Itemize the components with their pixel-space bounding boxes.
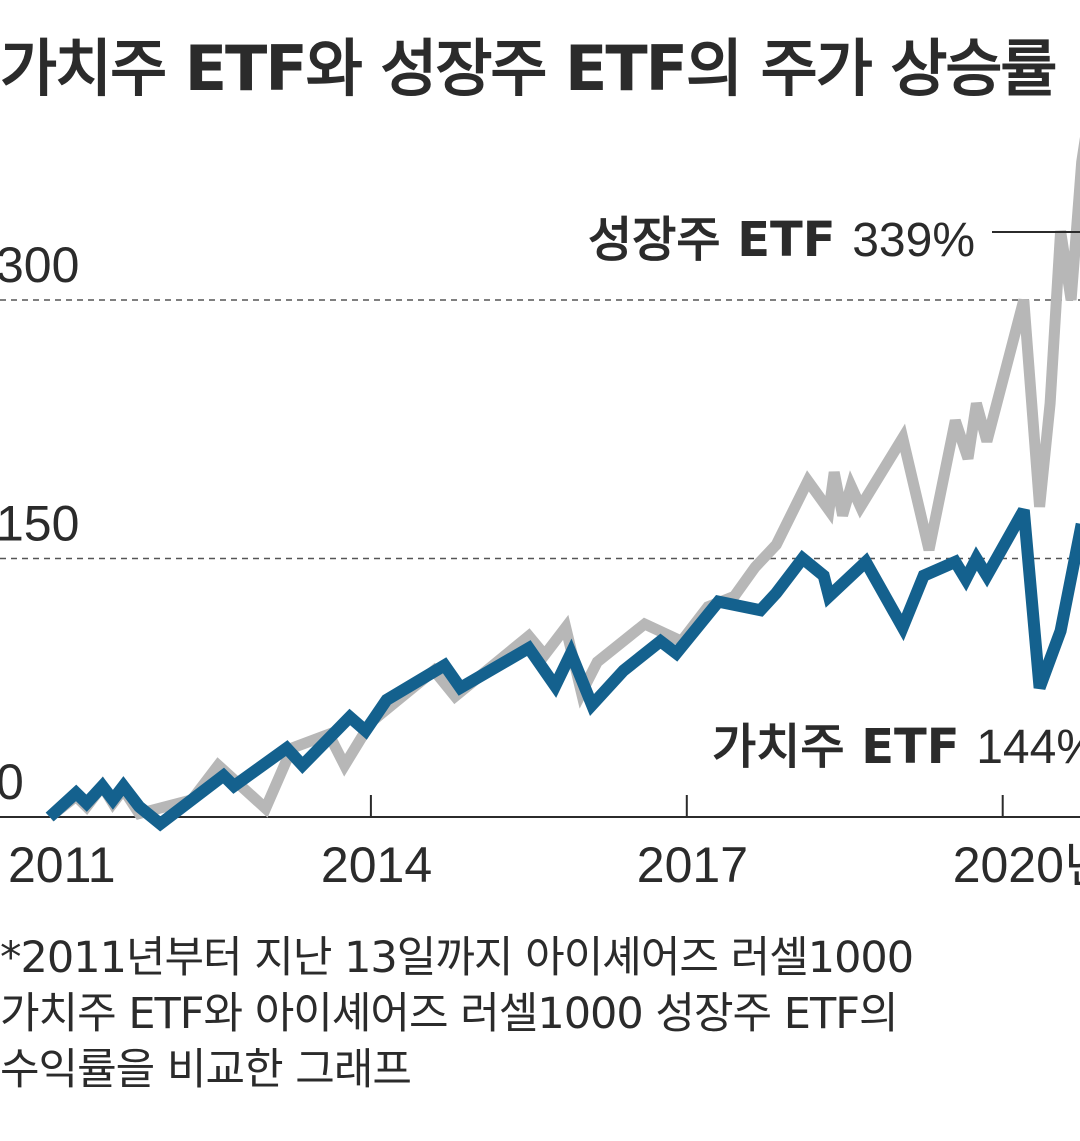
footnote: *2011년부터 지난 13일까지 아이셰어즈 러셀1000 가치주 ETF와 … [0, 930, 1080, 1098]
chart-title: 가치주 ETF와 성장주 ETF의 주가 상승률 [0, 32, 1057, 105]
x-tick-label-1: 2014 [321, 837, 432, 893]
x-tick-label-3: 2020년 [953, 837, 1080, 893]
line-chart: 0 150 300 2011 2014 2017 2020년 성장주 ETF 339% 가치… [0, 136, 1080, 893]
y-tick-label-300: 300 [0, 237, 79, 293]
growth-series-label: 성장주 ETF 339% [588, 212, 975, 268]
footnote-line-1: *2011년부터 지난 13일까지 아이셰어즈 러셀1000 [0, 933, 914, 983]
x-tick-label-0: 2011 [8, 837, 116, 893]
growth-etf-line [46, 136, 1080, 822]
y-tick-label-0: 0 [0, 754, 24, 810]
footnote-line-2: 가치주 ETF와 아이셰어즈 러셀1000 성장주 ETF의 [0, 989, 899, 1039]
y-tick-label-150: 150 [0, 496, 79, 552]
value-series-label: 가치주 ETF 144% [712, 719, 1080, 775]
x-tick-label-2: 2017 [637, 837, 748, 893]
footnote-line-3: 수익률을 비교한 그래프 [0, 1045, 412, 1095]
value-etf-line [45, 507, 1080, 832]
